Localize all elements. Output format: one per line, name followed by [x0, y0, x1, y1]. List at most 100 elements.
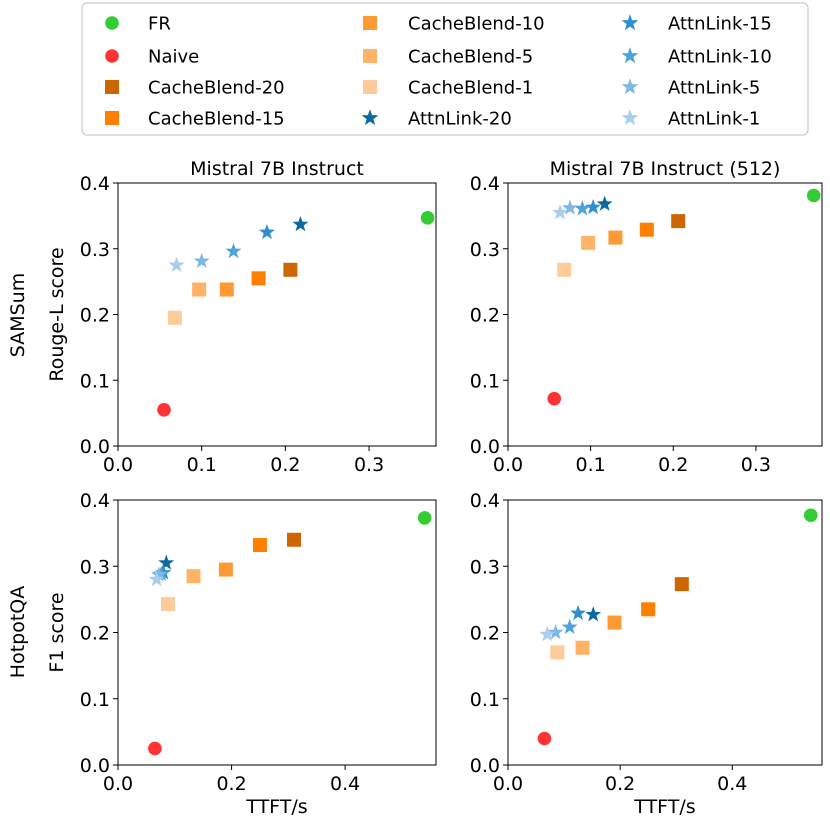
y-tick-label: 0.2	[80, 623, 110, 645]
row-label-samsum: SAMSum	[7, 273, 29, 357]
point-cacheblend-1	[557, 262, 572, 277]
legend-marker-cacheblend-1	[363, 80, 377, 94]
point-cacheblend-10	[219, 282, 234, 297]
x-tick-label: 0.1	[576, 454, 606, 476]
point-attnlink-20	[585, 606, 602, 622]
x-tick-label: 0.4	[717, 773, 747, 795]
point-fr	[420, 211, 435, 225]
legend-entry-attnlink-5: AttnLink-5	[621, 78, 760, 99]
point-attnlink-10	[561, 618, 578, 634]
panel-title: Mistral 7B Instruct	[190, 158, 364, 180]
legend-label-cacheblend-10: CacheBlend-10	[408, 14, 545, 35]
y-tick-label: 0.2	[470, 305, 500, 327]
point-attnlink-1	[552, 204, 569, 220]
point-attnlink-5	[547, 624, 564, 640]
x-tick-label: 0.0	[103, 773, 133, 795]
legend-label-fr: FR	[148, 14, 171, 35]
plot-frame	[117, 499, 437, 766]
row-labels: SAMSum HotpotQA	[7, 273, 29, 678]
point-cacheblend-1	[160, 597, 175, 612]
point-cacheblend-5	[192, 282, 207, 297]
point-cacheblend-20	[283, 262, 298, 277]
point-cacheblend-20	[287, 532, 302, 547]
legend-label-attnlink-1: AttnLink-1	[668, 109, 760, 130]
y-tick-label: 0.0	[470, 436, 500, 458]
x-tick-label: 0.0	[103, 454, 133, 476]
y-tick-label: 0.3	[80, 556, 110, 578]
plot-frame	[507, 182, 823, 447]
y-tick-label: 0.0	[470, 755, 500, 777]
legend-marker-attnlink-5	[621, 78, 639, 95]
panel-samsum-mistral-512: 0.0 0.1 0.2 0.3 0.0 0.1 0.2 0.3 0.4 Mistral 7B In…	[470, 158, 823, 476]
point-attnlink-20	[292, 216, 309, 232]
legend-marker-cacheblend-5	[363, 49, 377, 63]
legend-label-cacheblend-1: CacheBlend-1	[408, 78, 533, 99]
y-tick-label: 0.1	[470, 689, 500, 711]
point-naive	[148, 741, 162, 756]
x-tick-label: 0.2	[216, 773, 246, 795]
x-tick-label: 0.4	[330, 773, 360, 795]
legend-entry-attnlink-1: AttnLink-1	[621, 109, 760, 130]
legend-entry-cacheblend-15: CacheBlend-15	[105, 109, 285, 130]
y-axis-label: F1 score	[46, 592, 68, 672]
point-attnlink-15	[258, 223, 275, 240]
point-cacheblend-20	[674, 577, 689, 592]
y-tick-label: 0.1	[80, 370, 110, 392]
legend-marker-cacheblend-10	[363, 16, 377, 30]
point-cacheblend-1	[167, 310, 182, 325]
point-fr	[803, 508, 818, 523]
panel-hotpotqa-mistral-512: 0.0 0.2 0.4 0.0 0.1 0.2 0.3 0.4 TTFT/s	[470, 490, 823, 818]
legend-label-cacheblend-5: CacheBlend-5	[408, 47, 533, 68]
point-cacheblend-5	[581, 235, 596, 250]
point-cacheblend-10	[218, 562, 233, 577]
point-cacheblend-5	[186, 569, 201, 584]
point-attnlink-10	[225, 242, 242, 259]
legend-label-cacheblend-15: CacheBlend-15	[148, 109, 285, 130]
legend: FR Naive CacheBlend-20 CacheBlend-15 CacheBl…	[81, 2, 809, 136]
legend-entry-fr: FR	[105, 14, 171, 35]
panel-hotpotqa-mistral: 0.0 0.2 0.4 0.0 0.1 0.2 0.3 0.4 TTFT/s F1 score	[46, 490, 437, 818]
point-cacheblend-15	[251, 271, 266, 286]
point-cacheblend-15	[639, 222, 654, 237]
y-tick-label: 0.4	[80, 173, 110, 195]
legend-entry-attnlink-20: AttnLink-20	[361, 109, 512, 130]
point-attnlink-5	[150, 566, 167, 582]
y-tick-label: 0.0	[80, 755, 110, 777]
y-tick-label: 0.4	[470, 173, 500, 195]
point-cacheblend-10	[607, 615, 622, 630]
legend-entry-cacheblend-1: CacheBlend-1	[363, 78, 533, 99]
x-axis-label: TTFT/s	[245, 796, 307, 818]
x-tick-label: 0.0	[493, 773, 523, 795]
y-tick-label: 0.1	[80, 689, 110, 711]
legend-label-cacheblend-20: CacheBlend-20	[148, 78, 285, 99]
x-tick-label: 0.0	[493, 454, 523, 476]
x-tick-label: 0.2	[605, 773, 635, 795]
legend-marker-attnlink-1	[621, 109, 639, 126]
y-tick-label: 0.3	[470, 239, 500, 261]
point-naive	[157, 403, 171, 417]
legend-marker-naive	[105, 49, 119, 63]
legend-entry-attnlink-10: AttnLink-10	[621, 47, 772, 68]
y-tick-label: 0.1	[470, 370, 500, 392]
legend-label-attnlink-10: AttnLink-10	[668, 47, 772, 68]
x-tick-label: 0.2	[658, 454, 688, 476]
legend-marker-cacheblend-15	[105, 111, 119, 125]
y-tick-label: 0.3	[470, 556, 500, 578]
legend-label-attnlink-5: AttnLink-5	[668, 78, 760, 99]
point-cacheblend-15	[252, 538, 267, 553]
y-tick-label: 0.2	[470, 623, 500, 645]
legend-frame	[81, 2, 809, 136]
x-tick-label: 0.2	[270, 454, 300, 476]
point-attnlink-1	[539, 626, 556, 642]
panel-samsum-mistral: 0.0 0.1 0.2 0.3 0.0 0.1 0.2 0.3 0.4 Mistral 7B In…	[46, 158, 437, 476]
legend-marker-fr	[105, 16, 119, 30]
legend-label-attnlink-20: AttnLink-20	[408, 109, 512, 130]
point-cacheblend-15	[641, 602, 656, 617]
x-tick-label: 0.3	[741, 454, 771, 476]
point-attnlink-15	[570, 604, 587, 621]
point-attnlink-20	[596, 195, 613, 211]
point-cacheblend-1	[550, 645, 565, 660]
point-attnlink-5	[561, 199, 578, 215]
x-tick-label: 0.3	[354, 454, 384, 476]
